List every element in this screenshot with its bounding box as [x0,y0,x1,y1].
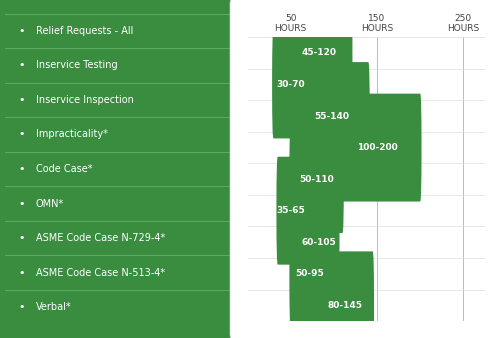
Text: •: • [18,302,25,312]
Text: ASME Code Case N-729-4*: ASME Code Case N-729-4* [36,233,165,243]
FancyBboxPatch shape [276,157,305,265]
Text: •: • [18,164,25,174]
FancyBboxPatch shape [272,30,309,139]
Text: •: • [18,26,25,36]
FancyBboxPatch shape [285,0,352,107]
Text: 35-65: 35-65 [276,206,305,215]
FancyBboxPatch shape [290,125,344,233]
Text: 30-70: 30-70 [276,80,305,89]
Text: ASME Code Case N-513-4*: ASME Code Case N-513-4* [36,268,165,277]
Text: 80-145: 80-145 [327,301,362,310]
Text: Verbal*: Verbal* [36,302,72,312]
FancyBboxPatch shape [332,94,422,201]
Text: 50-95: 50-95 [296,269,324,278]
Text: 50-110: 50-110 [299,175,334,184]
Text: •: • [18,61,25,70]
Text: •: • [18,233,25,243]
Text: 45-120: 45-120 [301,48,336,57]
FancyBboxPatch shape [298,188,340,296]
Text: OMN*: OMN* [36,198,64,209]
FancyBboxPatch shape [294,62,370,170]
Text: •: • [18,129,25,140]
Text: 60-105: 60-105 [302,238,336,247]
Text: 55-140: 55-140 [314,112,349,121]
FancyBboxPatch shape [316,251,374,338]
Text: •: • [18,95,25,105]
Text: Inservice Inspection: Inservice Inspection [36,95,134,105]
Text: •: • [18,198,25,209]
Text: 100-200: 100-200 [356,143,398,152]
FancyBboxPatch shape [290,220,331,328]
Text: Code Case*: Code Case* [36,164,92,174]
Text: •: • [18,268,25,277]
Text: Inservice Testing: Inservice Testing [36,61,117,70]
Text: Relief Requests - All: Relief Requests - All [36,26,133,36]
Text: Impracticality*: Impracticality* [36,129,108,140]
